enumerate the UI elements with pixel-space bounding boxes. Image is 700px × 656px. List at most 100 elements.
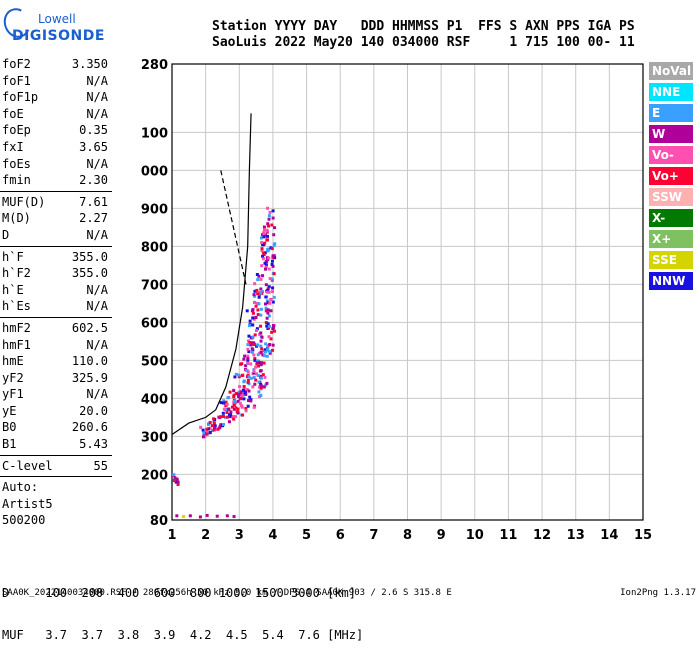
echo-point: [263, 348, 267, 352]
digisonde-logo: Lowell DIGISONDE: [0, 4, 120, 52]
legend-item-x: X-: [649, 209, 693, 227]
echo-point: [242, 386, 246, 390]
echo-point: [266, 206, 270, 210]
echo-point: [267, 214, 271, 218]
echo-point: [240, 405, 244, 409]
x-tick-label: 7: [369, 528, 378, 543]
echo-point: [267, 217, 271, 221]
echo-point: [254, 329, 258, 333]
echo-point: [252, 368, 256, 372]
echo-point: [265, 238, 269, 242]
parameter-panel: foF2 3.350 foF1 N/A foF1p N/A foE N/A foEp 0.35 fx…: [0, 56, 112, 529]
param-label: B1: [2, 437, 17, 452]
echo-point: [259, 277, 263, 281]
param-row: hmE 110.0: [0, 353, 112, 370]
echo-point: [232, 403, 236, 407]
echo-point: [172, 473, 176, 477]
param-value: N/A: [86, 156, 108, 171]
echo-point: [253, 294, 257, 298]
echo-point: [256, 374, 260, 378]
echo-point: [252, 376, 256, 380]
param-row: D N/A: [0, 227, 112, 244]
echo-point: [242, 397, 246, 401]
echo-point: [267, 349, 271, 353]
echo-point: [227, 407, 231, 411]
echo-point: [240, 373, 244, 377]
echo-point: [262, 253, 266, 257]
param-row: MUF(D) 7.61: [0, 194, 112, 211]
echo-point: [265, 261, 269, 265]
y-tick-label: 500: [141, 354, 168, 369]
echo-point: [213, 424, 217, 428]
param-value: 2.30: [79, 173, 108, 188]
echo-point: [259, 307, 263, 311]
echo-point: [248, 319, 252, 323]
param-row: foF1p N/A: [0, 89, 112, 106]
echo-point: [237, 375, 241, 379]
echo-point: [264, 295, 268, 299]
x-tick-label: 2: [201, 528, 210, 543]
echo-point: [175, 478, 179, 482]
echo-point: [242, 384, 246, 388]
echo-point: [268, 210, 272, 214]
echo-point: [267, 324, 271, 328]
echo-point: [174, 480, 178, 484]
param-label: h`E: [2, 282, 24, 297]
echo-point: [259, 363, 263, 367]
echo-point: [210, 429, 214, 433]
echo-point: [261, 257, 265, 261]
echo-point: [244, 392, 248, 396]
param-value: N/A: [86, 73, 108, 88]
param-value: N/A: [86, 90, 108, 105]
echo-point: [263, 233, 267, 237]
param-value: N/A: [86, 282, 108, 297]
echo-point: [252, 317, 256, 321]
legend-item-vo: Vo-: [649, 146, 693, 164]
muf-distance-row: D 100 200 400 600 800 1000 1500 3000 [km…: [2, 586, 357, 600]
echo-point: [188, 514, 192, 518]
echo-point: [222, 399, 226, 403]
echo-point: [198, 515, 202, 519]
param-row: M(D) 2.27: [0, 210, 112, 227]
echo-point: [215, 514, 219, 518]
echo-point: [239, 390, 243, 394]
echo-point: [259, 361, 263, 365]
echo-point: [256, 361, 260, 365]
echo-point: [255, 301, 259, 305]
echo-point: [259, 339, 263, 343]
param-label: h`Es: [2, 299, 31, 314]
echo-point: [272, 295, 276, 299]
muf-frequency-row: MUF 3.7 3.7 3.8 3.9 4.2 4.5 5.4 7.6 [MHz…: [2, 628, 364, 642]
echo-point: [212, 428, 216, 432]
echo-point: [266, 229, 270, 233]
echo-point: [254, 316, 258, 320]
echo-point: [227, 420, 231, 424]
echo-point: [247, 389, 251, 393]
echo-point: [260, 247, 264, 251]
param-row: hmF1 N/A: [0, 337, 112, 354]
echo-point: [229, 410, 233, 414]
footer-file-info: SAA0K_2022140034000.RSF / 280fx256h 50 k…: [2, 588, 452, 598]
param-row: C-level 55: [0, 458, 112, 475]
param-separator: [0, 454, 112, 456]
echo-point: [263, 302, 267, 306]
param-row: fmin 2.30: [0, 172, 112, 189]
echo-point: [259, 376, 263, 380]
echo-point: [199, 425, 203, 429]
x-tick-label: 1: [167, 528, 176, 543]
header-values: SaoLuis 2022 May20 140 034000 RSF 1 715 …: [212, 35, 635, 50]
param-label: foF1p: [2, 90, 39, 105]
x-tick-label: 10: [466, 528, 484, 543]
echo-point: [263, 241, 267, 245]
echo-point: [263, 261, 267, 265]
echo-point: [256, 343, 260, 347]
echo-point: [234, 415, 238, 419]
echo-point: [250, 350, 254, 354]
echo-point: [267, 247, 271, 251]
echo-point: [247, 334, 251, 338]
echo-point: [265, 316, 269, 320]
echo-point: [246, 370, 250, 374]
y-tick-label: 1100: [140, 126, 168, 141]
echo-point: [242, 380, 246, 384]
echo-point: [263, 375, 267, 379]
